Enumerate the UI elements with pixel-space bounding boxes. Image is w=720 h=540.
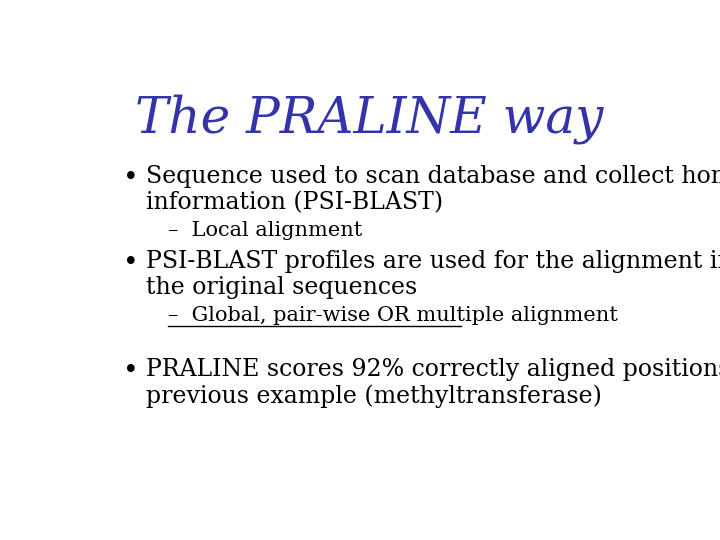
Text: •: •: [124, 358, 139, 383]
Text: •: •: [124, 250, 139, 275]
Text: The PRALINE way: The PRALINE way: [135, 94, 603, 144]
Text: •: •: [124, 165, 139, 190]
Text: –  Global, pair-wise OR multiple alignment: – Global, pair-wise OR multiple alignmen…: [168, 306, 618, 325]
Text: PRALINE scores 92% correctly aligned positions on the
previous example (methyltr: PRALINE scores 92% correctly aligned pos…: [145, 358, 720, 408]
Text: –  Local alignment: – Local alignment: [168, 221, 362, 240]
Text: Sequence used to scan database and collect homologous
information (PSI-BLAST): Sequence used to scan database and colle…: [145, 165, 720, 214]
Text: PSI-BLAST profiles are used for the alignment instead of
the original sequences: PSI-BLAST profiles are used for the alig…: [145, 250, 720, 300]
